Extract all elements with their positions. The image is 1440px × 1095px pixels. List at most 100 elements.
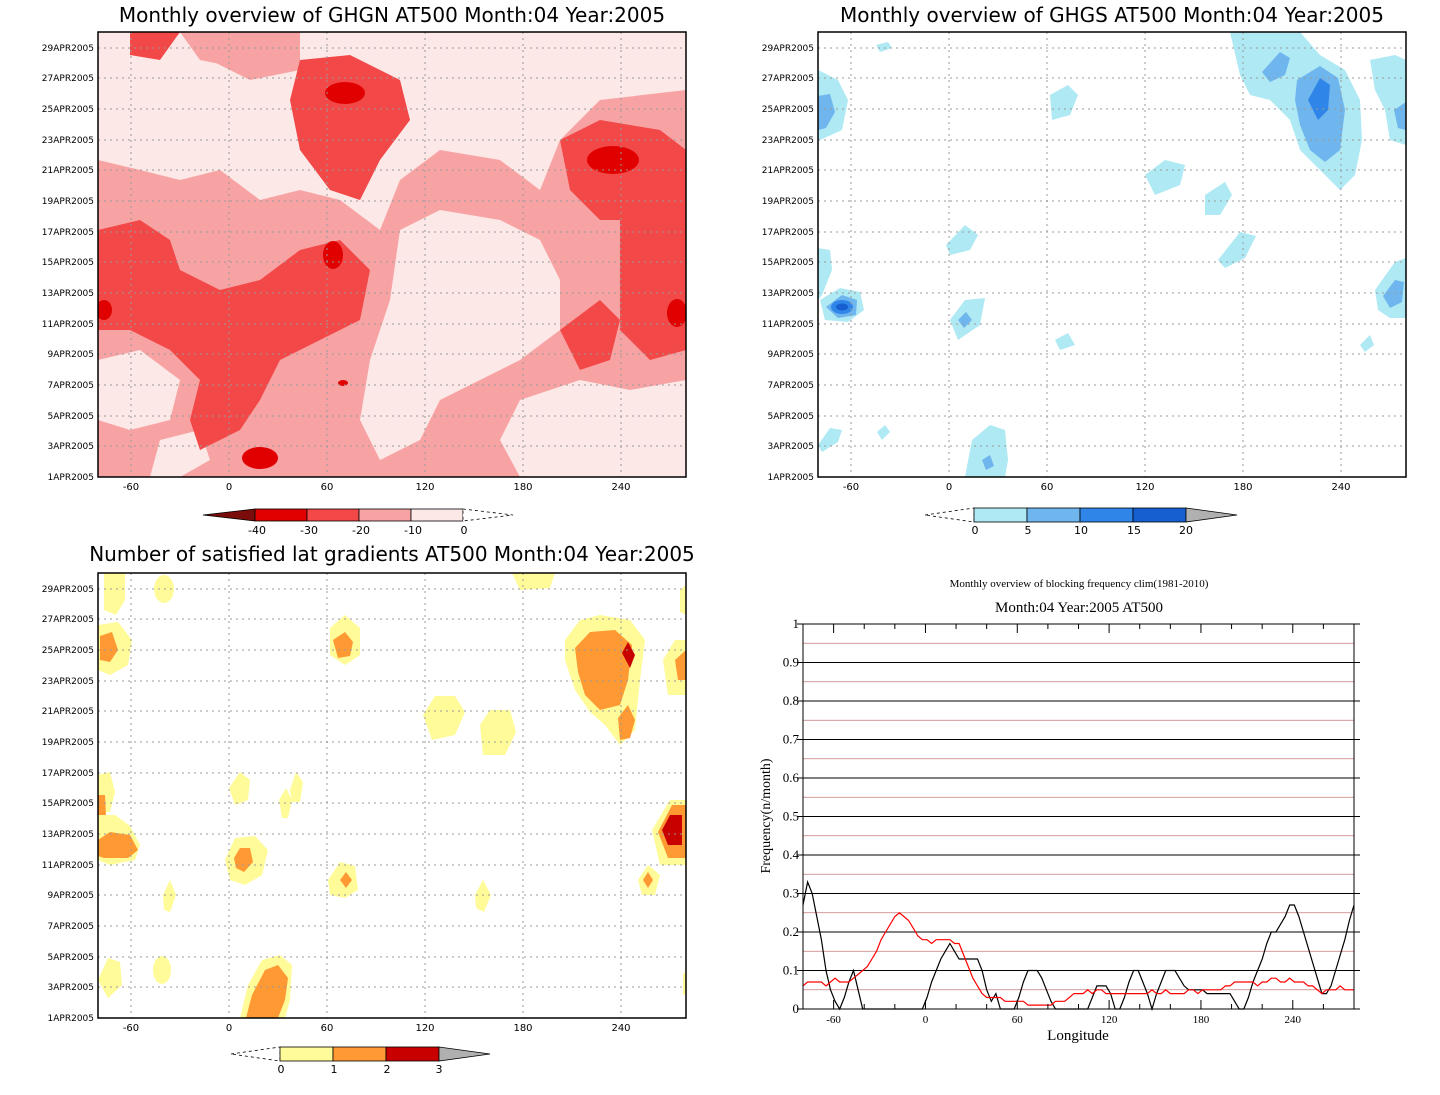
colorbar-label: 0 bbox=[278, 1063, 285, 1076]
y-tick-label: 1 bbox=[793, 616, 800, 631]
panel-ghgn: Monthly overview of GHGN AT500 Month:04 … bbox=[42, 3, 687, 537]
ghgn-x-ticks: -60 0 60 120 180 240 bbox=[123, 482, 631, 493]
series-line-red bbox=[802, 912, 1354, 1006]
x-tick-label: 180 bbox=[513, 1023, 532, 1034]
lat-gradients-grid bbox=[98, 573, 686, 1018]
colorbar-label: 1 bbox=[331, 1063, 338, 1076]
y-tick-label: 29APR2005 bbox=[762, 44, 814, 54]
y-tick-label: 7APR2005 bbox=[48, 381, 94, 391]
x-tick-label: 60 bbox=[1041, 482, 1054, 493]
ghgs-grid bbox=[818, 32, 1406, 477]
panel-ghgn-title: Monthly overview of GHGN AT500 Month:04 … bbox=[119, 3, 665, 27]
y-tick-label: 9APR2005 bbox=[48, 350, 94, 360]
y-tick-label: 17APR2005 bbox=[42, 228, 94, 238]
colorbar-label: 0 bbox=[461, 524, 468, 537]
y-tick-label: 0.5 bbox=[783, 809, 799, 824]
colorbar-label: -10 bbox=[404, 524, 422, 537]
x-tick-label: 0 bbox=[226, 1023, 232, 1034]
blocking-title: Monthly overview of blocking frequency c… bbox=[950, 578, 1209, 590]
y-tick-label: 23APR2005 bbox=[762, 136, 814, 146]
blocking-grid bbox=[803, 642, 1354, 991]
y-tick-label: 0 bbox=[793, 1001, 800, 1016]
colorbar-label: 10 bbox=[1074, 524, 1088, 537]
y-tick-label: 1APR2005 bbox=[48, 473, 94, 483]
ghgn-y-ticks: 1APR2005 3APR2005 5APR2005 7APR2005 9APR… bbox=[42, 44, 94, 483]
y-tick-label: 3APR2005 bbox=[768, 442, 814, 452]
ghgn-plot-frame bbox=[97, 31, 687, 478]
x-tick-label: -60 bbox=[123, 482, 139, 493]
lat-gradients-plot-frame bbox=[97, 572, 687, 1019]
y-tick-label: 0.4 bbox=[783, 847, 800, 862]
colorbar-label: 2 bbox=[384, 1063, 391, 1076]
y-tick-label: 0.3 bbox=[783, 886, 799, 901]
y-tick-label: 3APR2005 bbox=[48, 983, 94, 993]
y-tick-label: 0.1 bbox=[783, 963, 799, 978]
y-tick-label: 27APR2005 bbox=[42, 615, 94, 625]
y-tick-label: 15APR2005 bbox=[42, 799, 94, 809]
ghgs-x-ticks: -60 0 60 120 180 240 bbox=[843, 482, 1351, 493]
colorbar-upper-arrow bbox=[438, 1046, 491, 1062]
blocking-x-ticks: -60 0 60 120 180 240 bbox=[826, 624, 1324, 1026]
y-tick-label: 9APR2005 bbox=[48, 891, 94, 901]
colorbar-swatch bbox=[306, 508, 360, 522]
y-tick-label: 17APR2005 bbox=[762, 228, 814, 238]
y-tick-label: 21APR2005 bbox=[762, 166, 814, 176]
y-tick-label: 11APR2005 bbox=[42, 861, 94, 871]
blocking-subtitle: Month:04 Year:2005 AT500 bbox=[995, 600, 1163, 616]
y-tick-label: 21APR2005 bbox=[42, 166, 94, 176]
x-tick-label: 180 bbox=[513, 482, 532, 493]
y-tick-label: 1APR2005 bbox=[768, 473, 814, 483]
lat-gradients-y-ticks: 1APR2005 3APR2005 5APR2005 7APR2005 9APR… bbox=[42, 585, 94, 1024]
y-tick-label: 9APR2005 bbox=[768, 350, 814, 360]
blocking-xlabel: Longitude bbox=[1047, 1028, 1109, 1044]
y-tick-label: 0.6 bbox=[783, 770, 800, 785]
y-tick-label: 23APR2005 bbox=[42, 677, 94, 687]
y-tick-label: 19APR2005 bbox=[42, 738, 94, 748]
y-tick-label: 0.7 bbox=[783, 732, 800, 747]
x-tick-label: 240 bbox=[1285, 1014, 1302, 1026]
colorbar-swatch bbox=[332, 1046, 387, 1062]
colorbar-swatch bbox=[385, 1046, 440, 1062]
x-tick-label: 120 bbox=[415, 482, 434, 493]
ghgs-field bbox=[818, 32, 1406, 477]
x-tick-label: -60 bbox=[123, 1023, 139, 1034]
y-tick-label: 25APR2005 bbox=[42, 105, 94, 115]
x-tick-label: 120 bbox=[1135, 482, 1154, 493]
x-tick-label: 180 bbox=[1233, 482, 1252, 493]
colorbar-lower-arrow bbox=[230, 1046, 281, 1062]
y-tick-label: 11APR2005 bbox=[42, 320, 94, 330]
ghgs-plot-frame bbox=[817, 31, 1407, 478]
colorbar-label: -30 bbox=[300, 524, 318, 537]
x-tick-label: -60 bbox=[826, 1014, 841, 1026]
colorbar-label: 5 bbox=[1025, 524, 1032, 537]
colorbar-label: 3 bbox=[436, 1063, 443, 1076]
colorbar-label: -20 bbox=[352, 524, 370, 537]
ghgn-grid bbox=[98, 32, 686, 477]
y-tick-label: 0.8 bbox=[783, 693, 799, 708]
y-tick-label: 5APR2005 bbox=[768, 412, 814, 422]
y-tick-label: 5APR2005 bbox=[48, 953, 94, 963]
y-tick-label: 11APR2005 bbox=[762, 320, 814, 330]
x-tick-label: 120 bbox=[1101, 1014, 1118, 1026]
blocking-y-ticks: 0 0.1 0.2 0.3 0.4 0.5 0.6 0.7 0.8 0.9 1 bbox=[783, 616, 1360, 1016]
y-tick-label: 25APR2005 bbox=[42, 646, 94, 656]
colorbar-swatch bbox=[1079, 507, 1134, 523]
x-tick-label: -60 bbox=[843, 482, 859, 493]
colorbar-swatch bbox=[1026, 507, 1081, 523]
ghgn-colorbar: -40 -30 -20 -10 0 bbox=[202, 508, 514, 537]
colorbar-swatch bbox=[973, 507, 1028, 523]
x-tick-label: 0 bbox=[946, 482, 952, 493]
colorbar-swatch bbox=[410, 508, 464, 522]
colorbar-upper-arrow bbox=[1185, 507, 1238, 523]
colorbar-swatch bbox=[1132, 507, 1187, 523]
y-tick-label: 25APR2005 bbox=[762, 105, 814, 115]
x-tick-label: 180 bbox=[1193, 1014, 1210, 1026]
x-tick-label: 240 bbox=[611, 1023, 630, 1034]
y-tick-label: 27APR2005 bbox=[762, 74, 814, 84]
x-tick-label: 240 bbox=[611, 482, 630, 493]
y-tick-label: 1APR2005 bbox=[48, 1014, 94, 1024]
y-tick-label: 17APR2005 bbox=[42, 769, 94, 779]
colorbar-upper-arrow bbox=[462, 508, 514, 522]
x-tick-label: 0 bbox=[226, 482, 232, 493]
